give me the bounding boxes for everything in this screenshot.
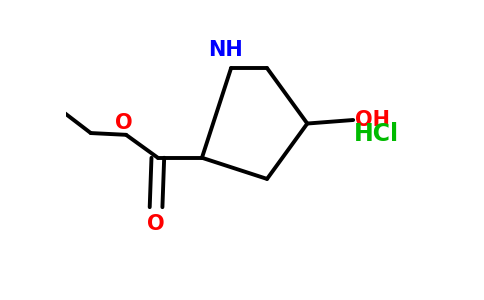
Text: HCl: HCl [353,122,399,146]
Text: O: O [147,214,165,233]
Text: NH: NH [209,40,243,60]
Text: OH: OH [355,110,390,130]
Text: O: O [116,113,133,133]
